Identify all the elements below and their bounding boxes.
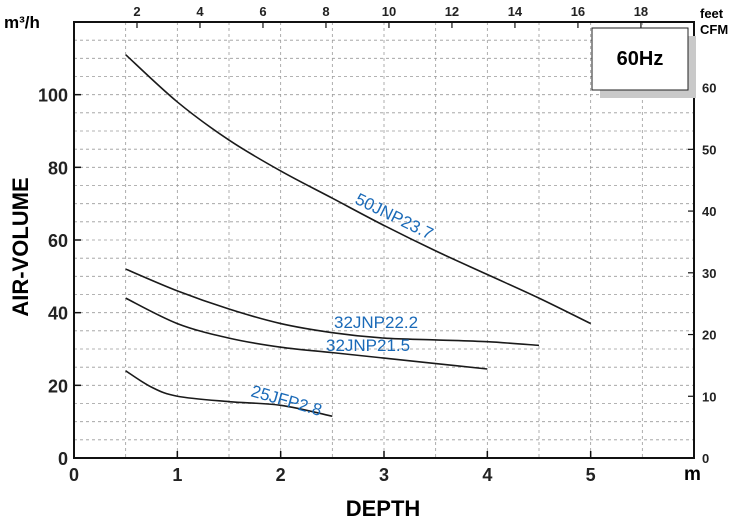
top-tick-label: 16 bbox=[571, 4, 585, 19]
right-tick-label: 20 bbox=[702, 328, 716, 343]
top-tick-label: 14 bbox=[508, 4, 523, 19]
y-tick-label: 0 bbox=[58, 449, 68, 469]
x-axis-title: DEPTH bbox=[346, 496, 421, 521]
right-tick-label: 50 bbox=[702, 142, 716, 157]
x-tick-label: 2 bbox=[276, 465, 286, 485]
top-tick-label: 8 bbox=[322, 4, 329, 19]
chart-grid bbox=[74, 22, 694, 458]
top-tick-label: 2 bbox=[133, 4, 140, 19]
top-axis-unit: feet bbox=[700, 6, 724, 21]
x-tick-label: 1 bbox=[172, 465, 182, 485]
y-tick-label: 60 bbox=[48, 231, 68, 251]
right-tick-label: 0 bbox=[702, 451, 709, 466]
top-tick-label: 4 bbox=[196, 4, 204, 19]
series-line-32JNP21.5 bbox=[125, 297, 488, 370]
x-unit: m bbox=[684, 464, 701, 485]
right-tick-label: 40 bbox=[702, 204, 716, 219]
top-tick-label: 18 bbox=[634, 4, 648, 19]
x-tick-label: 4 bbox=[482, 465, 492, 485]
series-label-32JNP22.2: 32JNP22.2 bbox=[334, 313, 418, 332]
top-tick-label: 10 bbox=[382, 4, 396, 19]
y-tick-label: 20 bbox=[48, 376, 68, 396]
top-tick-label: 6 bbox=[259, 4, 266, 19]
y-tick-label: 80 bbox=[48, 158, 68, 178]
x-tick-label: 0 bbox=[69, 465, 79, 485]
x-tick-label: 3 bbox=[379, 465, 389, 485]
right-tick-label: 30 bbox=[702, 266, 716, 281]
right-tick-label: 60 bbox=[702, 81, 716, 96]
y-unit-left: m³/h bbox=[4, 13, 40, 32]
frequency-badge bbox=[591, 27, 689, 91]
series-line-32JNP22.2 bbox=[125, 268, 540, 347]
y-tick-label: 40 bbox=[48, 304, 68, 324]
series-label-50JNP23.7: 50JNP23.7 bbox=[352, 190, 436, 244]
y-axis-title: AIR-VOLUME bbox=[8, 177, 33, 316]
series-group: 50JNP23.7 32JNP22.2 32JNP21.5 25JFP2.8 bbox=[125, 54, 592, 420]
series-line-50JNP23.7 bbox=[125, 54, 592, 325]
right-tick-label: 10 bbox=[702, 389, 716, 404]
x-tick-label: 5 bbox=[586, 465, 596, 485]
series-line-25JFP2.8 bbox=[125, 370, 333, 417]
series-label-25JFP2.8: 25JFP2.8 bbox=[249, 382, 324, 420]
series-label-32JNP21.5: 32JNP21.5 bbox=[326, 336, 410, 355]
top-tick-label: 12 bbox=[445, 4, 459, 19]
y-tick-label: 100 bbox=[38, 86, 68, 106]
y-unit-right: CFM bbox=[700, 22, 728, 37]
frequency-badge-label: 60Hz bbox=[617, 48, 664, 70]
